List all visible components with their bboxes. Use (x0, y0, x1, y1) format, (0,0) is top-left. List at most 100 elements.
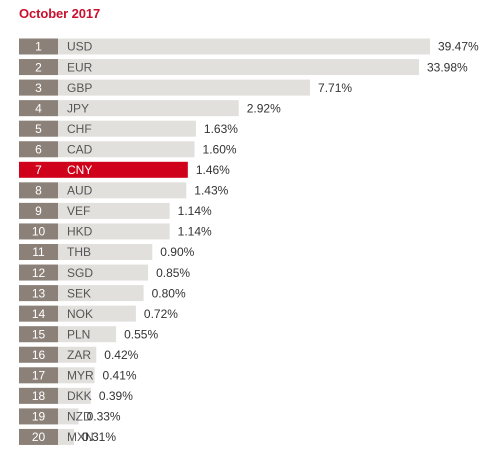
value-label: 0.41% (103, 369, 137, 383)
rank-box (19, 408, 58, 425)
bar-cad (19, 141, 195, 158)
bar-row-sek: 13 SEK 0.80% (19, 285, 186, 302)
bar-row-thb: 11 THB 0.90% (19, 244, 195, 260)
category-label: NOK (67, 307, 93, 321)
rank-box (19, 182, 58, 199)
category-label: VEF (67, 204, 90, 218)
category-label: SGD (67, 266, 93, 280)
value-label: 1.14% (178, 204, 212, 218)
rank-box (19, 202, 58, 219)
value-label: 1.14% (178, 225, 212, 239)
bar-aud (19, 182, 187, 199)
rank-box (19, 285, 58, 302)
rank-box (19, 387, 58, 404)
bar-usd (19, 38, 430, 55)
bar-row-nok: 14 NOK 0.72% (19, 305, 178, 322)
value-label: 0.80% (152, 286, 186, 300)
bar-row-vef: 9 VEF 1.14% (19, 202, 212, 219)
value-label: 7.71% (318, 81, 352, 95)
rank-label: 9 (35, 204, 42, 218)
rank-label: 2 (35, 60, 42, 74)
value-label: 1.60% (203, 142, 237, 156)
rank-box (19, 305, 58, 322)
rank-label: 10 (32, 225, 46, 239)
value-label: 1.43% (194, 184, 228, 198)
rank-box (19, 38, 58, 55)
category-label: GBP (67, 81, 92, 95)
bar-gbp (19, 79, 311, 96)
bar-row-eur: 2 EUR 33.98% (19, 59, 468, 76)
bar-row-usd: 1 USD 39.47% (19, 38, 479, 55)
rank-label: 12 (32, 266, 46, 280)
bar-row-gbp: 3 GBP 7.71% (19, 79, 352, 96)
rank-box (19, 326, 58, 343)
bar-row-jpy: 4 JPY 2.92% (19, 100, 281, 117)
rank-label: 5 (35, 122, 42, 136)
bar-row-zar: 16 ZAR 0.42% (19, 346, 139, 363)
rank-label: 16 (32, 348, 46, 362)
value-label: 0.42% (104, 348, 138, 362)
value-label: 2.92% (247, 101, 281, 115)
rank-box (19, 120, 58, 137)
category-label: PLN (67, 327, 90, 341)
value-label: 0.39% (99, 389, 133, 403)
value-label: 39.47% (438, 40, 479, 54)
category-label: ZAR (67, 348, 91, 362)
rank-label: 7 (35, 163, 42, 177)
category-label: DKK (67, 389, 92, 403)
bar-row-dkk: 18 DKK 0.39% (19, 387, 133, 404)
rank-box (19, 244, 58, 260)
bar-jpy (19, 100, 239, 117)
bar-row-myr: 17 MYR 0.41% (19, 367, 137, 384)
rank-label: 14 (32, 307, 46, 321)
rank-label: 20 (32, 430, 46, 444)
category-label: NZD (67, 410, 92, 424)
category-label: CAD (67, 142, 93, 156)
bar-row-chf: 5 CHF 1.63% (19, 120, 238, 137)
rank-label: 11 (32, 245, 45, 259)
rank-box (19, 367, 58, 384)
value-label: 1.46% (196, 163, 230, 177)
rank-box (19, 428, 58, 445)
category-label: CHF (67, 122, 92, 136)
value-label: 33.98% (427, 60, 468, 74)
rank-label: 18 (32, 389, 46, 403)
category-label: AUD (67, 184, 93, 198)
bar-row-cny: 7 CNY 1.46% (19, 161, 230, 178)
bar-row-pln: 15 PLN 0.55% (19, 326, 158, 343)
rank-label: 13 (32, 286, 46, 300)
chart-title: October 2017 (19, 6, 101, 21)
category-label: JPY (67, 101, 89, 115)
rank-box (19, 141, 58, 158)
bar-row-aud: 8 AUD 1.43% (19, 182, 229, 199)
rank-box (19, 223, 58, 240)
rank-label: 1 (35, 40, 42, 54)
category-label: HKD (67, 225, 93, 239)
rank-box (19, 59, 58, 76)
value-label: 0.31% (82, 430, 116, 444)
bar-row-cad: 6 CAD 1.60% (19, 141, 237, 158)
rank-label: 3 (35, 81, 42, 95)
bar-cny (19, 161, 188, 178)
rank-box (19, 100, 58, 117)
category-label: SEK (67, 286, 91, 300)
rank-box (19, 79, 58, 96)
category-label: MXN (67, 430, 94, 444)
value-label: 0.55% (124, 327, 158, 341)
rank-box (19, 346, 58, 363)
rank-label: 15 (32, 327, 46, 341)
value-label: 0.72% (144, 307, 178, 321)
category-label: EUR (67, 60, 93, 74)
rank-label: 4 (35, 101, 42, 115)
rank-label: 8 (35, 184, 42, 198)
value-label: 0.33% (87, 410, 121, 424)
rank-label: 17 (32, 369, 46, 383)
bar-eur (19, 59, 419, 76)
rank-box (19, 264, 58, 281)
category-label: USD (67, 40, 93, 54)
value-label: 1.63% (204, 122, 238, 136)
rank-label: 6 (35, 142, 42, 156)
value-label: 0.90% (160, 245, 194, 259)
